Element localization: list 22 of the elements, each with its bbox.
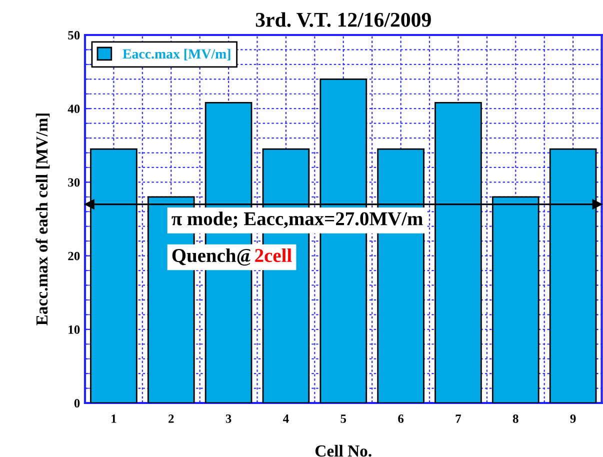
x-tick-label: 7 <box>456 414 462 423</box>
x-tick-label: 9 <box>570 414 576 423</box>
y-axis-title: Eacc.max of each cell [MV/m] <box>36 114 50 326</box>
y-tick-label: 30 <box>68 178 80 187</box>
annotation: 2cell <box>255 248 292 262</box>
x-tick-label: 2 <box>168 414 174 423</box>
x-tick-label: 3 <box>226 414 232 423</box>
y-tick-label: 50 <box>68 31 80 40</box>
y-tick-label: 10 <box>68 325 80 334</box>
x-tick-label: 6 <box>398 414 404 423</box>
x-tick-label: 8 <box>512 414 518 423</box>
x-axis-title: Cell No. <box>316 444 372 457</box>
chart-title: 3rd. V.T. 12/16/2009 <box>256 12 431 27</box>
x-tick-label: 5 <box>340 414 346 423</box>
annotation: π mode; Eacc,max=27.0MV/m <box>172 212 423 228</box>
y-tick-label: 20 <box>68 252 80 260</box>
y-tick-label: 40 <box>68 104 80 114</box>
legend-label: Eacc.max [MV/m] <box>122 48 230 60</box>
y-tick-label: 0 <box>74 399 80 408</box>
x-tick-label: 4 <box>283 414 289 423</box>
annotation: Quench@ <box>172 248 254 266</box>
x-tick-label: 1 <box>112 414 116 423</box>
